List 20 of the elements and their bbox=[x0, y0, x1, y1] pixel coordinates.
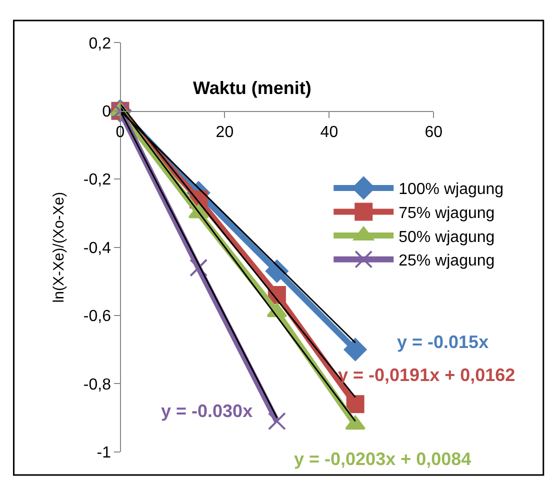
legend-label: 50% wjagung bbox=[398, 228, 495, 246]
y-tick-label: -1 bbox=[96, 444, 112, 462]
legend-label: 75% wjagung bbox=[398, 204, 495, 222]
x-tick-label: 20 bbox=[216, 124, 234, 142]
legend-label: 25% wjagung bbox=[398, 252, 495, 270]
y-tick-label: 0 bbox=[102, 103, 112, 120]
x-axis-title: Waktu (menit) bbox=[193, 78, 312, 98]
x-tick-label: 40 bbox=[320, 124, 338, 142]
x-tick-label: 0 bbox=[116, 124, 125, 142]
annotation: y = -0,0203x + 0,0084 bbox=[294, 449, 472, 469]
y-tick-label: -0,2 bbox=[83, 172, 112, 189]
y-tick-label: -0,8 bbox=[83, 376, 112, 394]
x-tick-label: 60 bbox=[424, 124, 443, 142]
y-tick-label: -0,4 bbox=[83, 240, 112, 257]
y-tick-label: -0,6 bbox=[83, 308, 112, 326]
annotation: y = -0.030x bbox=[161, 401, 253, 421]
annotation: y = -0.015x bbox=[397, 332, 489, 352]
y-axis-title: ln(X-Xe)/(Xo-Xe) bbox=[50, 192, 68, 303]
legend-label: 100% wjagung bbox=[398, 181, 504, 198]
y-tick-label: 0,2 bbox=[88, 35, 112, 52]
